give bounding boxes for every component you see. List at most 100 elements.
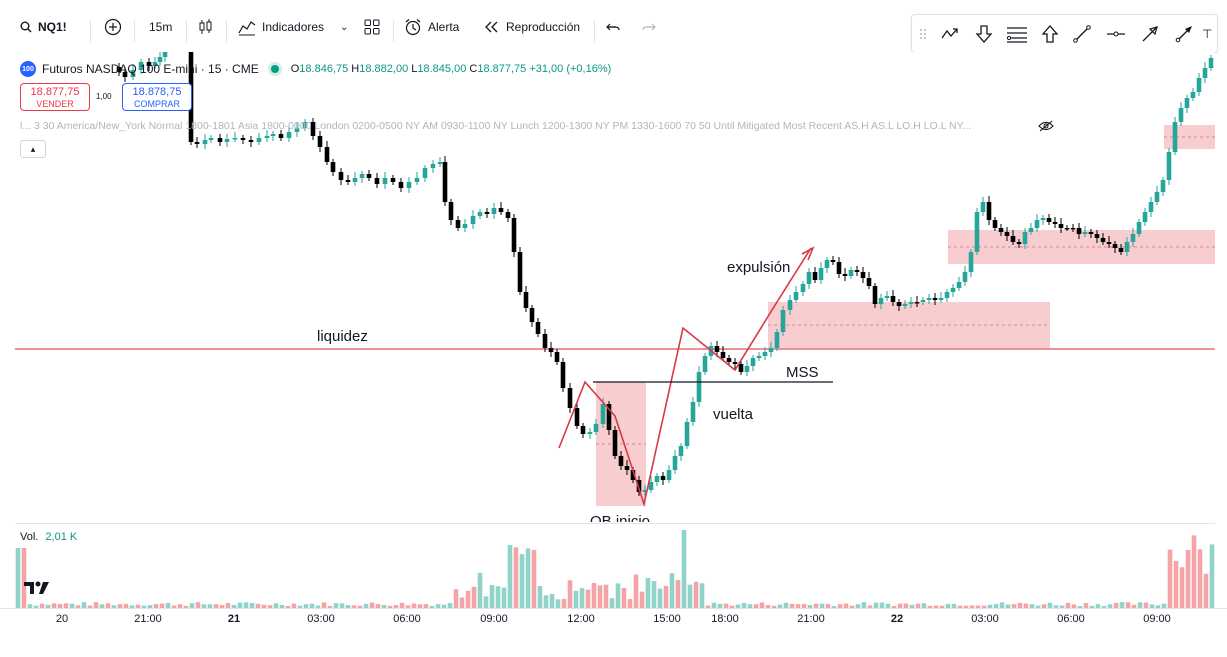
candle-body [914,302,920,304]
candle-body [1118,248,1124,252]
candle [654,473,660,486]
trend-line-icon[interactable] [1072,24,1092,44]
drag-handle-icon[interactable] [918,24,928,44]
horizontal-ray-icon[interactable] [1106,24,1126,44]
volume-bar [939,605,945,608]
candle [1172,117,1178,155]
volume-value: 2,01 K [45,531,78,543]
candle-body [232,138,238,140]
candle [1160,177,1166,196]
alert-button[interactable]: Alerta [404,16,459,38]
candle [529,305,535,327]
arrow-down-icon[interactable] [974,24,994,44]
indicator-legend[interactable]: l... 3 30 America/New_York Normal 1800-1… [20,120,972,132]
candle-body [317,136,323,147]
volume-bar [747,604,753,608]
candle-body [842,274,848,276]
volume-bar [333,603,339,608]
indicators-button[interactable]: Indicadores ⌄ [238,16,348,38]
symbol-search[interactable]: NQ1! [20,16,67,38]
candle [278,130,284,141]
time-axis[interactable] [0,608,1227,635]
candle-body [678,446,684,456]
eye-hidden-icon[interactable] [1038,120,1054,132]
candle-body [750,358,756,366]
chevron-down-icon[interactable]: ⌄ [340,21,349,33]
candle [1142,208,1148,226]
undo-button[interactable] [606,16,622,38]
candle [890,290,896,306]
chart-type-button[interactable] [198,16,214,38]
candle-body [732,362,738,364]
zigzag-arrow-icon[interactable] [940,24,960,44]
candle [812,267,818,283]
volume-bar [429,605,435,608]
arrow-up-icon[interactable] [1040,24,1060,44]
volume-bar [15,548,21,608]
volume-bar [1119,602,1125,608]
more-tools-icon[interactable]: ⊤ [1202,27,1213,41]
price-chart[interactable] [15,52,1215,522]
sell-button[interactable]: 18.877,75 VENDER [20,83,90,111]
horizontal-lines-icon[interactable] [1005,24,1029,44]
candle-body [1082,232,1088,234]
volume-bar [309,603,315,608]
symbol-title[interactable]: Futuros NASDAQ 100 E-mini · 15 · CME [42,62,259,76]
candle-body [477,212,483,216]
candle-body [1136,222,1142,234]
arrow-marker-icon[interactable] [1174,24,1194,44]
redo-button[interactable] [640,16,656,38]
candle-body [980,202,986,212]
replay-button[interactable]: Reproducción [484,16,580,38]
candle-body [574,408,580,426]
candle [750,355,756,371]
collapse-legend-button[interactable]: ▴ [20,140,46,158]
candle-body [1196,78,1202,92]
ohlc-values: O18.846,75 H18.882,00 L18.845,00 C18.877… [291,63,612,75]
interval-button[interactable]: 15m [149,16,172,38]
volume-bar [345,605,351,608]
volume-bar [621,587,627,608]
volume-bar [471,586,477,608]
candle-body [1052,222,1058,224]
candle [517,247,523,295]
candle [612,426,618,459]
volume-bar [321,602,327,608]
add-symbol-button[interactable] [104,16,122,38]
volume-bar [267,605,273,608]
market-status-icon [270,65,279,73]
candle [1058,218,1064,233]
volume-bar [57,604,63,608]
candle [580,423,586,438]
candle [762,347,768,360]
candle [720,346,726,361]
volume-pane[interactable] [15,523,1215,609]
volume-bar [1005,604,1011,608]
arrow-line-icon[interactable] [1140,24,1160,44]
candle-body [774,332,780,348]
candle-body [491,208,497,214]
candle-body [986,202,992,220]
candle-body [116,67,122,72]
volume-bar [483,596,489,608]
candle [624,460,630,475]
volume-bar [171,605,177,608]
buy-button[interactable]: 18.878,75 COMPRAR [122,83,192,111]
candle-body [567,388,573,408]
time-tick: 20 [55,613,69,625]
candle-body [130,70,136,77]
high-value: 18.882,00 [359,63,409,75]
volume-bar [657,588,663,608]
candle-body [848,270,854,276]
candle [732,358,738,369]
candle-body [374,178,380,184]
candle [587,428,593,439]
candle-body [812,272,818,280]
tradingview-logo[interactable] [24,580,50,596]
layouts-button[interactable] [364,16,380,38]
volume-bar [207,604,213,608]
candle-body [1046,218,1052,222]
candle [1100,233,1106,245]
volume-bar [39,603,45,608]
volume-bar [279,604,285,608]
